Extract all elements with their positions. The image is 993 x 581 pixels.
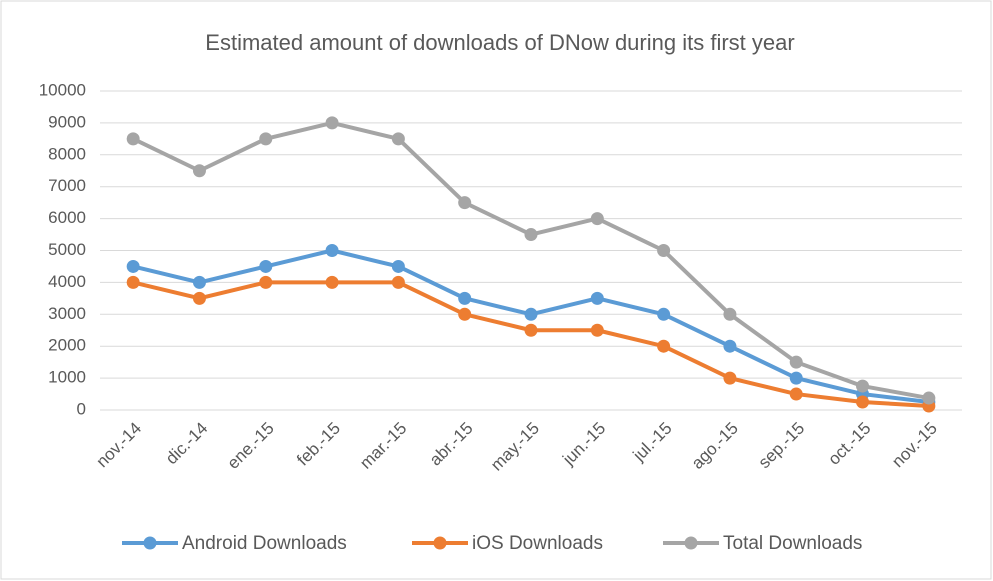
point (325, 244, 339, 257)
point (789, 371, 803, 385)
point (259, 132, 273, 146)
point (723, 307, 737, 321)
point (524, 323, 538, 337)
point (391, 132, 405, 146)
point (723, 371, 737, 385)
point (789, 387, 803, 401)
point (259, 259, 273, 273)
point (325, 275, 339, 289)
legend-label: Total Downloads (723, 533, 862, 554)
point (590, 291, 604, 305)
point (856, 379, 870, 393)
chart-title: Estimated amount of downloads of DNow du… (205, 30, 794, 55)
point (657, 339, 671, 353)
point (657, 307, 671, 321)
y-tick-label: 1000 (48, 368, 86, 387)
point (458, 307, 472, 321)
point (590, 212, 604, 226)
point (458, 196, 472, 210)
y-tick-label: 10000 (39, 80, 86, 99)
point (789, 355, 803, 369)
point (126, 275, 140, 289)
point (391, 259, 405, 273)
point (126, 132, 140, 146)
y-tick-label: 3000 (48, 304, 86, 323)
point (126, 259, 140, 273)
legend-label: iOS Downloads (472, 533, 603, 554)
point (657, 244, 671, 257)
point (524, 228, 538, 242)
point (723, 339, 737, 353)
point (192, 275, 206, 289)
y-tick-label: 7000 (48, 176, 86, 195)
y-tick-label: 4000 (48, 272, 86, 291)
point (325, 116, 339, 130)
point (391, 275, 405, 289)
point (524, 307, 538, 321)
y-tick-label: 8000 (48, 144, 86, 163)
legend-marker (143, 536, 157, 550)
point (259, 275, 273, 289)
legend-marker (684, 536, 698, 550)
y-tick-label: 0 (77, 399, 86, 418)
point (922, 391, 936, 405)
legend-label: Android Downloads (182, 533, 347, 554)
y-tick-label: 5000 (48, 240, 86, 259)
legend-marker (433, 536, 447, 550)
point (590, 323, 604, 337)
point (458, 291, 472, 305)
y-tick-label: 9000 (48, 112, 86, 131)
point (192, 291, 206, 305)
y-tick-label: 6000 (48, 208, 86, 227)
y-tick-label: 2000 (48, 336, 86, 355)
point (192, 164, 206, 178)
point (856, 395, 870, 409)
